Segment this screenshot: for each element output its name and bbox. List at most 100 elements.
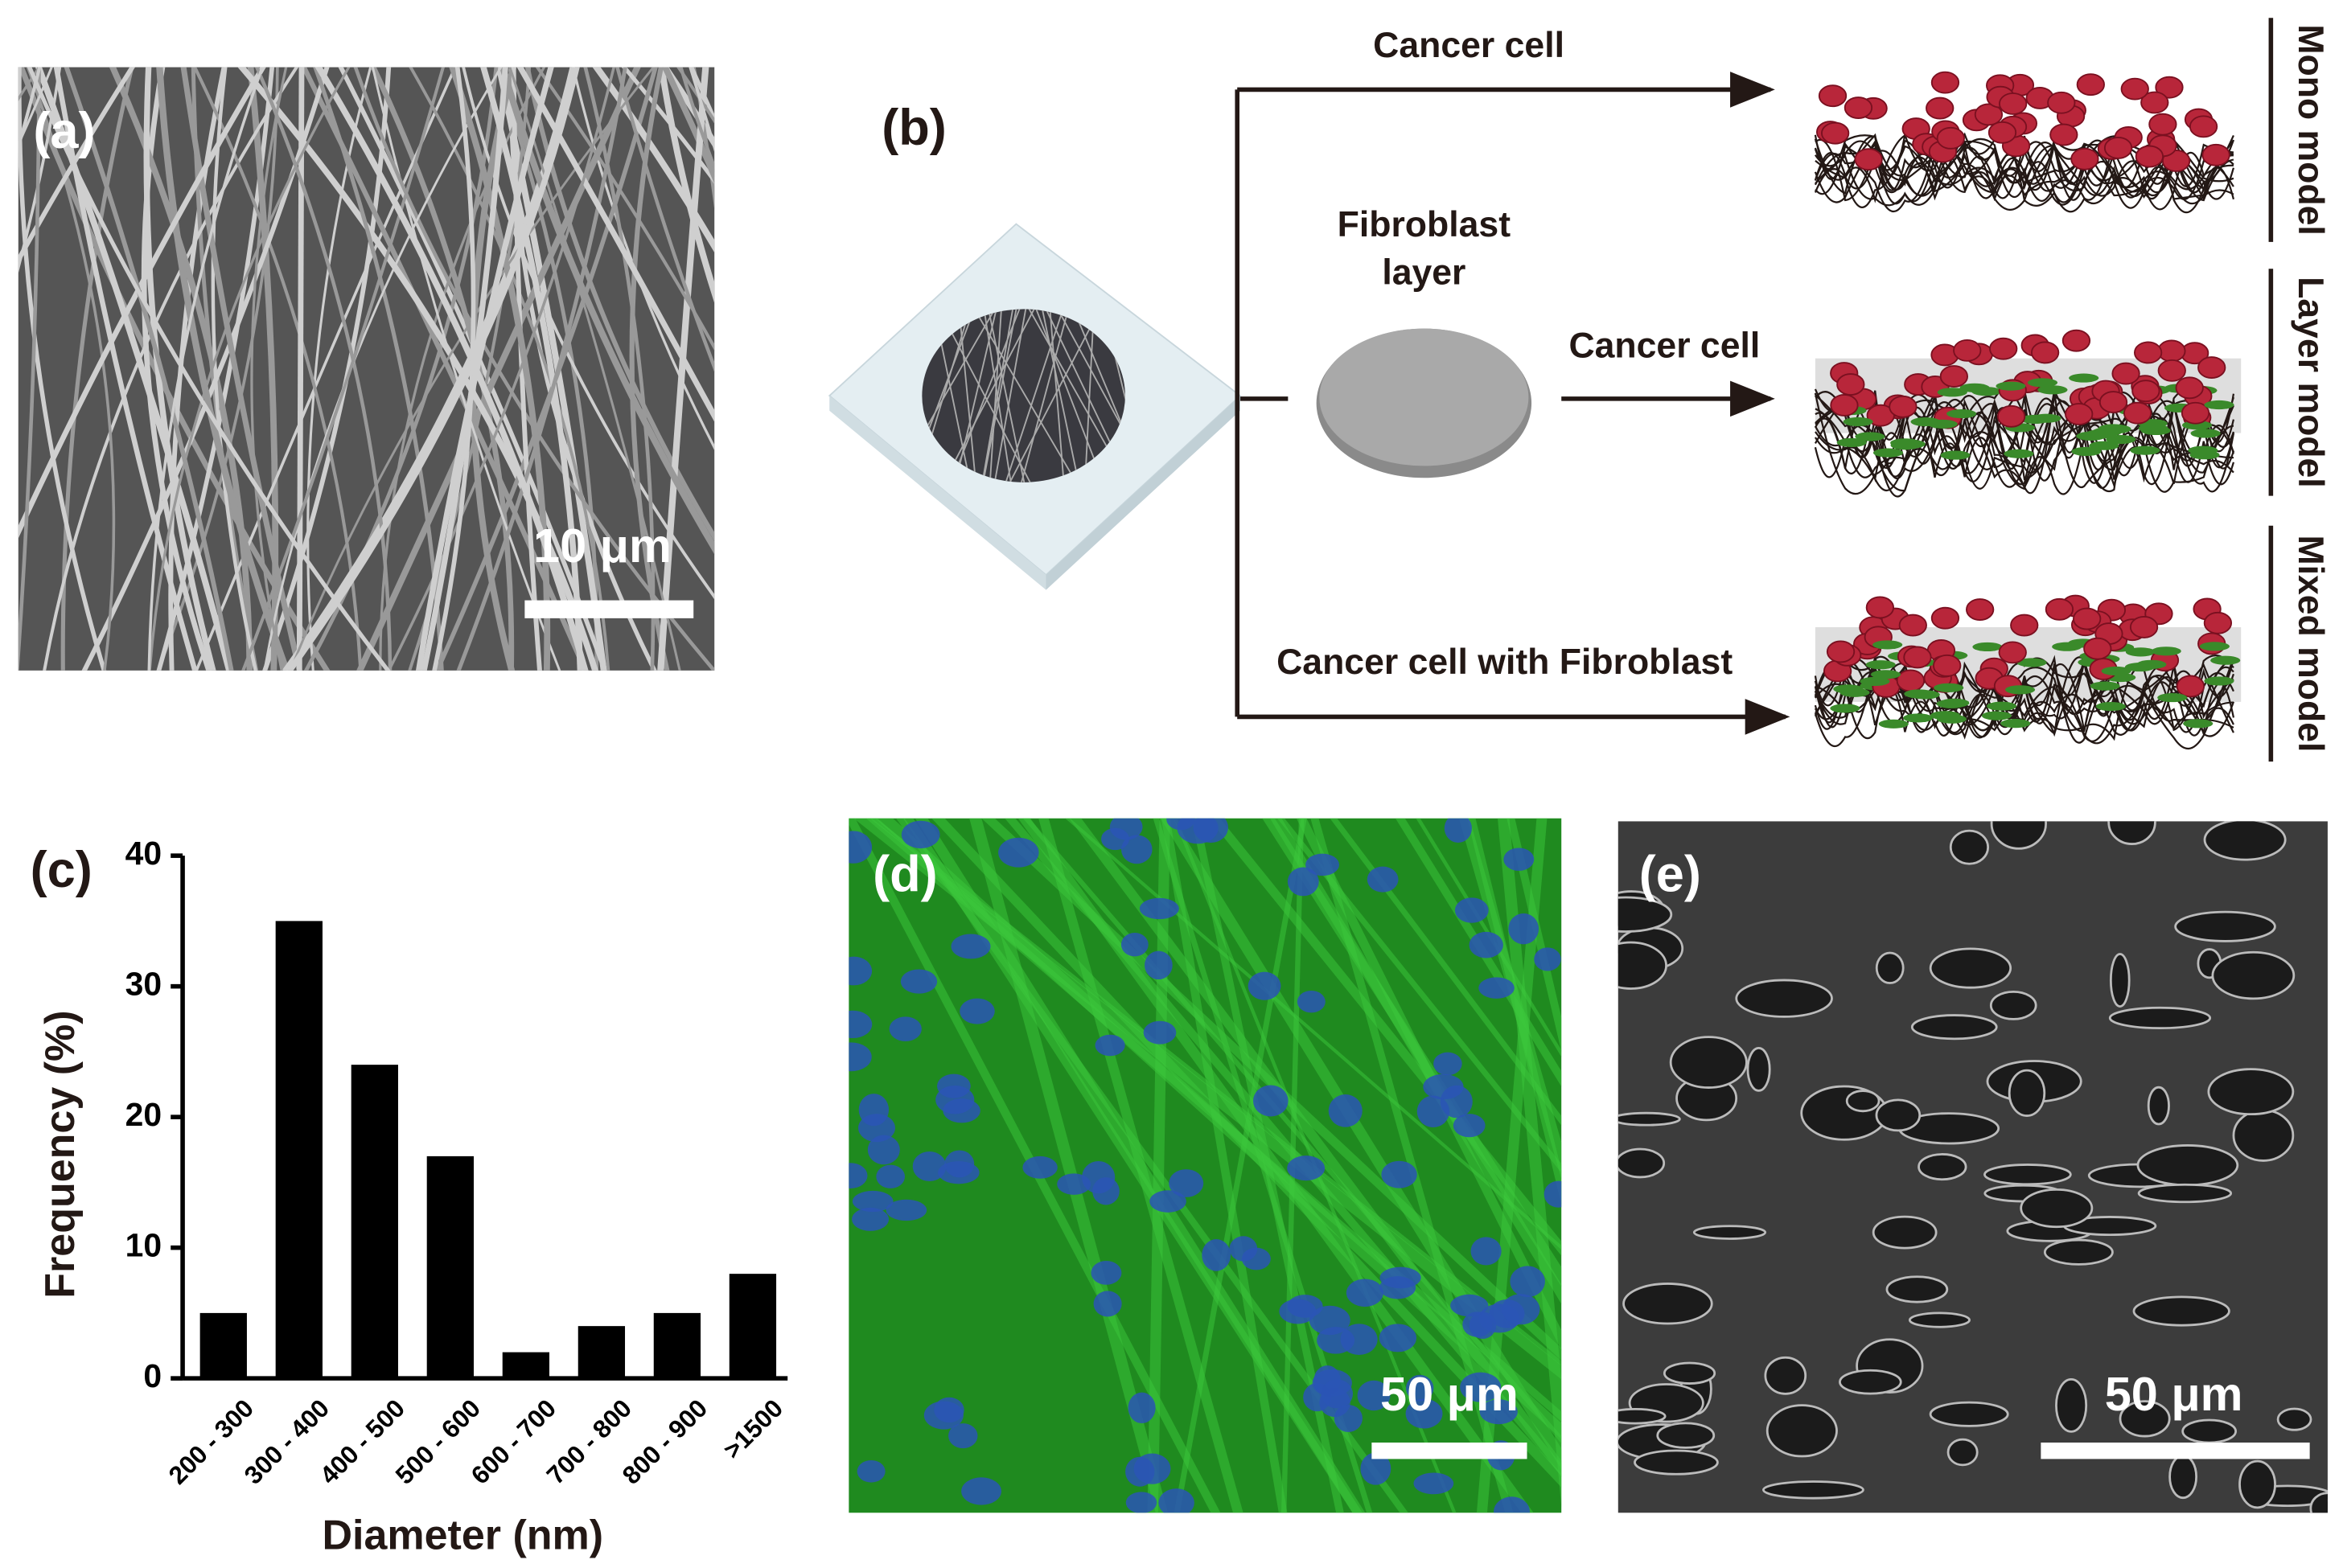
nucleus [1469, 1311, 1497, 1340]
fibroblast [1939, 698, 1970, 708]
nucleus [1297, 990, 1326, 1013]
pore [1908, 1311, 1971, 1328]
cancer-cell [2098, 391, 2128, 413]
pore [2211, 950, 2296, 1000]
panel-label: (a) [33, 103, 95, 159]
cancer-cell [1930, 71, 1960, 94]
pore [1622, 1283, 1713, 1325]
fiber [615, 67, 715, 372]
scale-bar-label: 50 μm [2105, 1367, 2243, 1421]
bar [502, 1352, 550, 1379]
nucleus [1502, 1294, 1540, 1325]
cancer-cell [2129, 615, 2159, 638]
fibroblast [2069, 373, 2099, 383]
cancer-cell [2135, 145, 2164, 168]
nucleus [867, 1135, 900, 1165]
pore [2207, 1068, 2295, 1116]
nucleus [948, 1423, 978, 1449]
cancer-cell [1999, 92, 2028, 115]
panel-label: (d) [873, 847, 938, 903]
pore [2181, 1418, 2238, 1444]
fiber [247, 67, 279, 671]
scale-bar-label: 10 μm [533, 519, 672, 573]
fiber [449, 67, 551, 671]
fibroblast [2204, 676, 2234, 686]
pore [2008, 1069, 2046, 1117]
cancer-cell [2197, 356, 2226, 380]
fiber [64, 67, 234, 671]
nucleus [1479, 1399, 1518, 1425]
fiber [1017, 309, 1072, 482]
fiber [387, 67, 615, 671]
nucleus [1149, 1190, 1186, 1213]
fiber [306, 67, 372, 671]
y-axis-label: Frequency (%) [37, 1010, 84, 1298]
fibroblast [1940, 450, 1971, 460]
pore [2232, 1109, 2295, 1162]
cancer-cell [1974, 103, 2004, 126]
fiber [1815, 391, 2234, 482]
pore [1946, 1438, 1979, 1467]
fibroblast [1860, 676, 1890, 686]
fiber [1262, 818, 1562, 1287]
fibroblast-disc-top [1319, 328, 1529, 466]
pore [1761, 1480, 1864, 1500]
fibroblast [2037, 385, 2068, 395]
fibroblast [2095, 701, 2126, 712]
fibroblast [1909, 690, 1940, 700]
cancer-cell [2030, 341, 2060, 364]
pore [1875, 951, 1905, 984]
cancer-cell [1989, 337, 2018, 360]
nucleus [1470, 1237, 1502, 1266]
bar [653, 1312, 701, 1379]
fiber [353, 67, 715, 671]
fibers [18, 67, 715, 671]
fibroblast [2071, 446, 2102, 457]
fibroblast [2157, 693, 2188, 703]
cancer-cell [1933, 654, 1962, 677]
fibroblast [1927, 419, 1958, 429]
nucleus [901, 820, 940, 849]
fiber [592, 67, 715, 253]
pore [2203, 821, 2287, 861]
nucleus [944, 1150, 975, 1178]
nucleus [1469, 931, 1503, 958]
nucleus [1279, 1299, 1317, 1324]
model-label: Mixed model [2291, 535, 2330, 752]
fibroblast [1843, 417, 1873, 427]
nucleus [1202, 1239, 1231, 1271]
fiber [241, 67, 445, 671]
fibroblast [1878, 719, 1909, 729]
fibroblast [1872, 640, 1903, 650]
nucleus [1510, 1266, 1545, 1298]
cancer-cell [1996, 404, 2026, 428]
fiber [143, 67, 216, 671]
cancer-cell [2157, 339, 2186, 363]
nucleus [951, 934, 991, 959]
fibroblast [1996, 381, 2026, 391]
fiber [922, 309, 1002, 482]
scale-bar [2041, 1443, 2310, 1459]
cancer-cell [1818, 84, 1848, 108]
nucleus [849, 956, 873, 986]
fiber [415, 67, 554, 671]
cells [849, 807, 1620, 1523]
cancer-cell [1844, 96, 1873, 119]
pore [1617, 896, 1673, 933]
fibroblast [1959, 383, 1990, 392]
panel-label: (e) [1639, 847, 1701, 903]
cancer-cell [2157, 359, 2186, 382]
fiber [516, 67, 715, 422]
pore [1989, 990, 2037, 1020]
pore [1656, 1422, 1716, 1449]
fibroblast [2098, 424, 2128, 433]
cancer-cell [1896, 669, 1925, 692]
arrow-label: Cancer cell with Fibroblast [1276, 642, 1733, 682]
cancer-cell [2103, 137, 2133, 159]
fibroblast [2004, 685, 2036, 695]
fiber [1814, 138, 2234, 200]
fibroblast [1872, 448, 1904, 458]
fiber [1569, 807, 1620, 1523]
cancer-cell [2181, 401, 2210, 425]
